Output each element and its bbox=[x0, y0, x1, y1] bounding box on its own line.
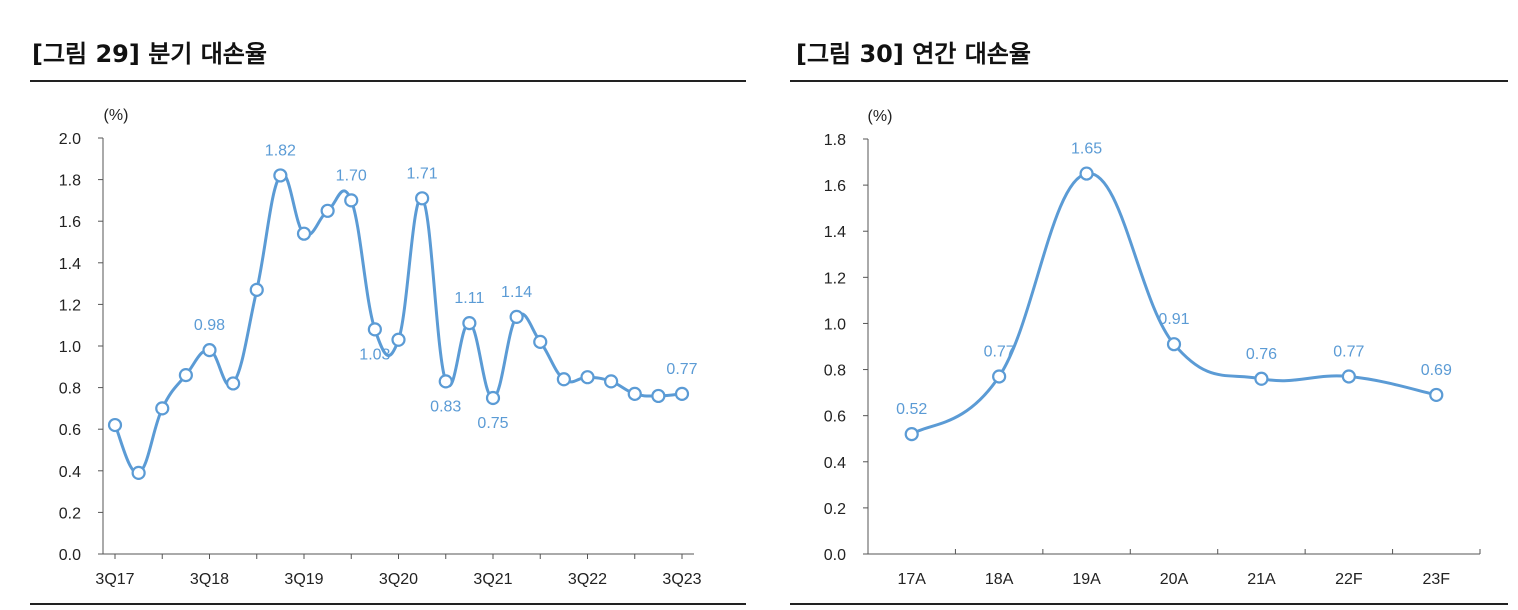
x-tick-label: 19A bbox=[1072, 571, 1101, 588]
data-label: 0.77 bbox=[666, 361, 697, 378]
x-tick-label: 23F bbox=[1422, 571, 1450, 588]
data-point-marker bbox=[509, 309, 524, 324]
data-label: 0.77 bbox=[1333, 343, 1364, 360]
y-tick-label: 1.2 bbox=[59, 297, 81, 314]
title-rule-top bbox=[790, 80, 1508, 82]
data-label: 1.03 bbox=[359, 346, 390, 363]
data-label: 1.65 bbox=[1071, 141, 1102, 158]
annual-chart-panel: [그림 30] 연간 대손율 0.0 0.2 0.4 0.6 0.8 1.0 1.2 1.4 1… bbox=[760, 0, 1518, 610]
data-point-marker bbox=[485, 390, 501, 406]
data-point-marker bbox=[1166, 337, 1182, 352]
y-tick-label: 0.8 bbox=[824, 363, 846, 380]
data-label: 0.91 bbox=[1158, 311, 1189, 328]
data-point-marker bbox=[273, 168, 288, 183]
data-point-marker bbox=[1341, 369, 1356, 384]
bottom-rule bbox=[790, 603, 1508, 605]
data-label: 1.82 bbox=[265, 142, 296, 159]
data-label: 1.11 bbox=[454, 290, 484, 307]
x-tick-label: 3Q22 bbox=[568, 571, 607, 588]
x-tick-label: 3Q23 bbox=[662, 571, 701, 588]
y-tick-label: 2.0 bbox=[59, 131, 81, 148]
data-point-marker bbox=[1429, 387, 1444, 403]
data-point-marker bbox=[344, 193, 359, 208]
data-label: 0.83 bbox=[430, 398, 461, 415]
data-point-marker bbox=[320, 203, 335, 218]
x-tick-label: 3Q18 bbox=[190, 571, 229, 588]
data-point-marker bbox=[674, 386, 690, 401]
data-point-marker bbox=[556, 372, 571, 387]
data-label: 0.69 bbox=[1421, 362, 1452, 379]
data-point-marker bbox=[904, 427, 919, 442]
y-tick-label: 0.0 bbox=[59, 547, 81, 564]
data-label: 0.76 bbox=[1246, 346, 1277, 363]
data-point-marker bbox=[107, 417, 123, 433]
y-unit-label: (%) bbox=[104, 107, 129, 124]
y-tick-label: 1.2 bbox=[824, 270, 846, 287]
bottom-rule bbox=[30, 603, 746, 605]
title-rule-top bbox=[30, 80, 746, 82]
y-tick-label: 0.6 bbox=[59, 422, 81, 439]
chart-title-annual: [그림 30] 연간 대손율 bbox=[796, 40, 1031, 68]
y-tick-label: 1.8 bbox=[824, 132, 846, 149]
data-point-marker bbox=[155, 401, 170, 416]
data-point-marker bbox=[249, 282, 264, 297]
data-point-marker bbox=[391, 332, 406, 347]
x-tick-label: 22F bbox=[1335, 571, 1363, 588]
data-point-marker bbox=[296, 226, 312, 241]
data-point-marker bbox=[651, 388, 666, 404]
y-tick-label: 0.8 bbox=[59, 381, 81, 398]
quarterly-chart: 0.0 0.2 0.4 0.6 0.8 1.0 1.2 1.4 1.6 1.8 2.0 (%) 3Q17… bbox=[59, 107, 702, 588]
data-label: 0.52 bbox=[896, 401, 927, 418]
x-tick-label: 21A bbox=[1247, 571, 1276, 588]
y-tick-label: 0.0 bbox=[824, 547, 846, 564]
y-unit-label: (%) bbox=[868, 108, 893, 125]
y-tick-label: 1.0 bbox=[824, 316, 846, 333]
y-tick-label: 0.2 bbox=[824, 501, 846, 518]
data-point-marker bbox=[178, 368, 193, 383]
chart-title-quarterly: [그림 29] 분기 대손율 bbox=[32, 40, 267, 68]
series-line bbox=[113, 172, 683, 475]
data-point-marker bbox=[627, 386, 642, 401]
data-label: 0.77 bbox=[984, 343, 1015, 360]
data-point-marker bbox=[131, 465, 146, 480]
data-label: 0.75 bbox=[477, 415, 508, 432]
y-tick-label: 1.6 bbox=[59, 214, 81, 231]
y-tick-label: 0.4 bbox=[59, 464, 81, 481]
x-tick-label: 3Q20 bbox=[379, 571, 418, 588]
data-label: 1.71 bbox=[407, 165, 438, 182]
x-tick-label: 3Q19 bbox=[284, 571, 323, 588]
x-tick-label: 3Q17 bbox=[95, 571, 134, 588]
data-point-marker bbox=[438, 374, 453, 389]
y-tick-label: 1.8 bbox=[59, 173, 81, 190]
data-label: 0.98 bbox=[194, 317, 225, 334]
quarterly-chart-panel: [그림 29] 분기 대손율 0.0 0.2 0.4 0.6 0.8 1.0 1.2 1.4 1… bbox=[30, 40, 746, 605]
y-tick-label: 1.4 bbox=[59, 256, 81, 273]
y-tick-label: 1.4 bbox=[824, 224, 846, 241]
data-point-marker bbox=[226, 376, 241, 391]
data-point-marker bbox=[604, 374, 619, 389]
y-tick-label: 1.6 bbox=[824, 178, 846, 195]
y-tick-label: 0.6 bbox=[824, 409, 846, 426]
series-line bbox=[910, 172, 1437, 436]
data-label: 1.14 bbox=[501, 284, 532, 301]
x-tick-label: 17A bbox=[897, 571, 926, 588]
data-point-marker bbox=[462, 316, 477, 331]
y-tick-label: 0.4 bbox=[824, 455, 846, 472]
data-point-marker bbox=[580, 370, 595, 385]
x-tick-label: 18A bbox=[985, 571, 1014, 588]
data-point-marker bbox=[367, 322, 382, 337]
data-point-marker bbox=[1079, 166, 1094, 181]
y-tick-label: 0.2 bbox=[59, 505, 81, 522]
y-tick-label: 1.0 bbox=[59, 339, 81, 356]
data-point-marker bbox=[1254, 371, 1269, 386]
data-label: 1.70 bbox=[336, 167, 367, 184]
data-point-marker bbox=[202, 343, 217, 358]
annual-chart: 0.0 0.2 0.4 0.6 0.8 1.0 1.2 1.4 1.6 1.8 (%) 17A 18A 1… bbox=[824, 108, 1481, 588]
x-tick-label: 3Q21 bbox=[473, 571, 512, 588]
data-point-marker bbox=[533, 334, 548, 349]
data-point-marker bbox=[415, 191, 430, 206]
data-point-marker bbox=[992, 369, 1007, 384]
x-tick-label: 20A bbox=[1160, 571, 1189, 588]
